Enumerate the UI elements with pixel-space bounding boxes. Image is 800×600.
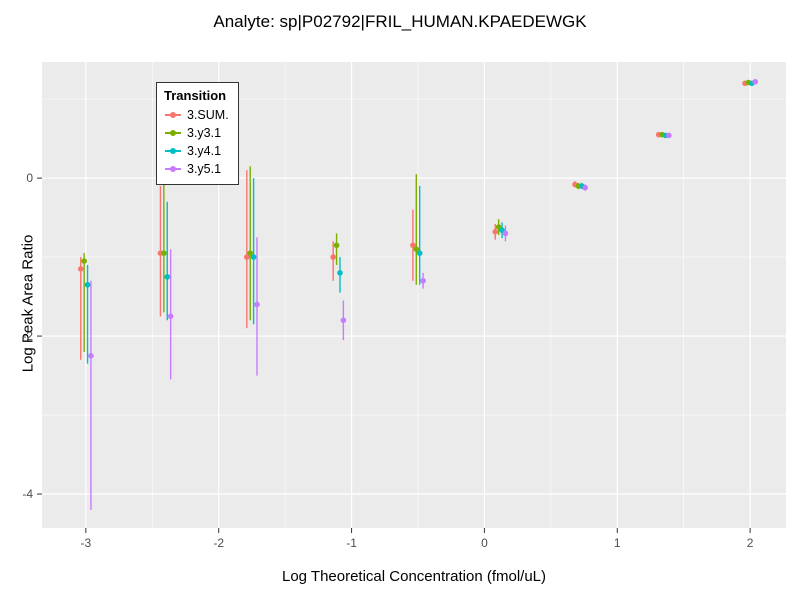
y-tick-label: 0 <box>26 171 33 185</box>
data-point <box>666 132 672 139</box>
legend-entry-label: 3.y3.1 <box>187 126 222 140</box>
y-tick-label: -2 <box>22 329 33 343</box>
legend: Transition 3.SUM. 3.y3.1 3.y4.1 3.y5.1 <box>156 82 239 185</box>
y-tick-label: -4 <box>22 487 33 501</box>
data-point <box>410 242 416 249</box>
data-point <box>752 78 759 85</box>
data-point <box>244 254 250 260</box>
panel-background <box>42 62 786 528</box>
data-point <box>340 317 347 324</box>
data-point <box>250 254 257 260</box>
data-point <box>81 258 87 264</box>
data-point <box>330 254 336 260</box>
data-point <box>88 353 94 359</box>
legend-entry: 3.SUM. <box>164 106 229 124</box>
legend-entry-label: 3.y5.1 <box>187 162 222 176</box>
legend-entry: 3.y5.1 <box>164 160 229 178</box>
data-point <box>413 246 420 252</box>
data-point <box>77 266 84 272</box>
data-point <box>337 270 343 276</box>
data-point <box>582 184 588 191</box>
legend-key-icon <box>164 108 182 122</box>
data-point <box>502 230 509 237</box>
data-point <box>164 274 171 280</box>
data-point <box>84 281 91 288</box>
x-tick-label: -1 <box>346 536 357 550</box>
legend-entry: 3.y3.1 <box>164 124 229 142</box>
data-point <box>492 229 499 235</box>
legend-entry-label: 3.SUM. <box>187 108 229 122</box>
x-tick-label: -3 <box>81 536 92 550</box>
data-point <box>416 250 423 256</box>
legend-entry-label: 3.y4.1 <box>187 144 222 158</box>
chart-title: Analyte: sp|P02792|FRIL_HUMAN.KPAEDEWGK <box>213 12 587 31</box>
data-point <box>333 242 340 249</box>
x-tick-label: 1 <box>614 536 621 550</box>
legend-key-icon <box>164 126 182 140</box>
legend-title: Transition <box>164 88 227 103</box>
legend-key-icon <box>164 144 182 158</box>
x-tick-label: 0 <box>481 536 488 550</box>
data-point <box>420 277 426 284</box>
data-point <box>247 250 254 256</box>
data-point <box>167 313 174 320</box>
x-axis-label: Log Theoretical Concentration (fmol/uL) <box>281 568 547 585</box>
data-point <box>254 301 260 308</box>
legend-entries: 3.SUM. 3.y3.1 3.y4.1 3.y5.1 <box>164 106 229 178</box>
legend-key-icon <box>164 162 182 176</box>
legend-entry: 3.y4.1 <box>164 142 229 160</box>
x-tick-label: -2 <box>213 536 224 550</box>
x-tick-label: 2 <box>747 536 754 550</box>
data-point <box>161 250 167 256</box>
